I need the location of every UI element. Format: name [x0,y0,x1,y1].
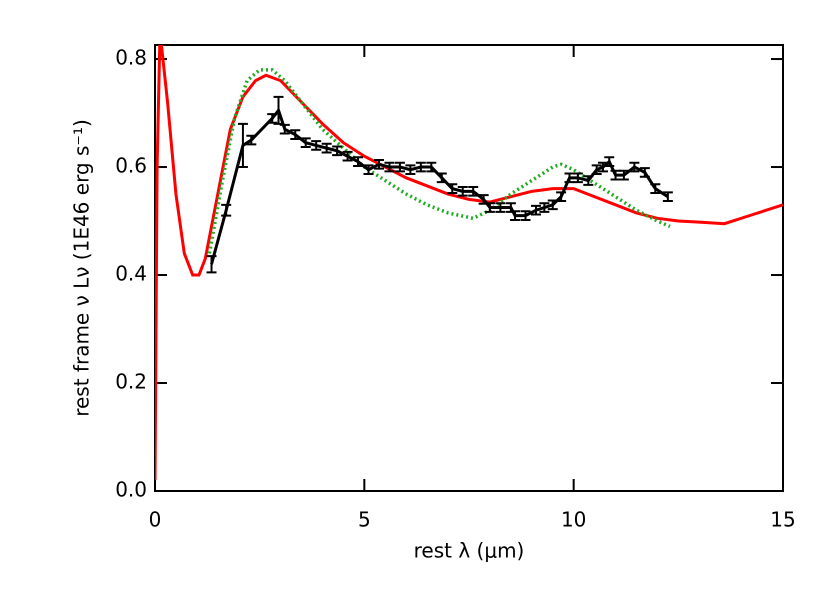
error-bar [572,172,583,184]
error-bar [332,145,343,157]
error-bar [384,161,395,173]
error-bar [246,134,257,146]
error-bar [662,191,673,203]
x-tick-label: 5 [358,508,371,532]
error-bar [520,210,531,221]
error-bar [564,172,575,184]
y-tick-label: 0.2 [115,370,147,394]
error-bar [394,161,405,173]
error-bar [363,164,374,176]
error-bar [405,164,416,176]
error-bar [353,156,364,167]
data-line [155,45,783,481]
error-bar [300,137,311,149]
error-bar [556,191,567,203]
error-bar [530,204,541,216]
y-tick-label: 0.8 [115,46,147,70]
x-tick-label: 10 [561,508,586,532]
y-tick-label: 0.4 [115,262,147,286]
error-bar [610,169,621,181]
y-tick-label: 0.6 [115,154,147,178]
error-bar [267,113,278,124]
error-bar [273,95,284,125]
error-bar [604,156,615,167]
error-bar [237,122,248,169]
error-bar [373,159,384,170]
error-bar [311,140,322,151]
error-bar [639,167,650,178]
error-bar [510,210,521,221]
y-axis-label: rest frame ν Lν (1E46 erg s⁻¹) [70,119,94,417]
error-bar [597,161,608,173]
error-bar [591,164,602,176]
plot-frame [154,44,784,492]
error-bar [650,183,661,194]
error-bar [436,172,447,184]
x-axis-label: rest λ (μm) [414,539,525,563]
error-bar [468,186,479,197]
error-bar [426,161,437,173]
error-bar [206,255,217,274]
error-bar [457,186,468,197]
x-tick-label: 15 [770,508,795,532]
error-bar [484,202,495,213]
error-bar [447,183,458,194]
error-bar [618,169,629,181]
error-bar [221,203,232,217]
error-bar [629,161,640,173]
plot-area [155,45,783,481]
error-bar [583,175,594,186]
y-tick-label: 0.0 [115,478,147,502]
error-bar [495,202,506,213]
error-bar [290,129,301,140]
error-bar [342,150,353,162]
error-bar [279,123,290,135]
x-tick-label: 0 [149,508,162,532]
error-bar [539,202,550,213]
error-bar [321,142,332,154]
error-bar [415,161,426,173]
error-bar [547,199,558,211]
